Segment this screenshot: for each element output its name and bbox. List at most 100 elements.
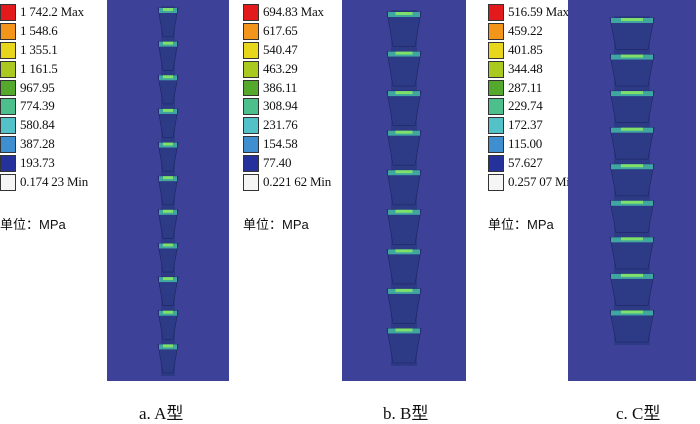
- legend-swatch: [243, 22, 259, 40]
- fea-model-image: [342, 0, 466, 381]
- model-tooth: [386, 249, 422, 285]
- tooth-body: [386, 288, 422, 324]
- legend-swatch: [488, 136, 504, 154]
- legend-label: 386.11: [263, 79, 298, 95]
- legend-label: 540.47: [263, 41, 298, 57]
- tooth-stress-peak: [163, 243, 173, 247]
- legend-label: 193.73: [20, 155, 55, 171]
- fea-model-svg: [107, 0, 229, 381]
- legend-label: 774.39: [20, 98, 55, 114]
- tooth-body: [386, 249, 422, 285]
- tooth-stress-peak: [395, 51, 413, 55]
- panel-type-c: 516.59 Max 459.22 401.85 344.48 287.11 2…: [488, 0, 700, 423]
- model-tooth: [609, 237, 655, 270]
- model-tooth: [157, 310, 179, 340]
- model-tooth: [609, 163, 655, 197]
- legend-swatch: [488, 22, 504, 40]
- legend-label: 231.76: [263, 117, 298, 133]
- model-tooth: [386, 209, 422, 245]
- tooth-body: [386, 169, 422, 206]
- model-tooth: [386, 51, 422, 87]
- tooth-body: [386, 328, 422, 364]
- model-tooth: [609, 17, 655, 50]
- tooth-stress-peak: [621, 237, 643, 241]
- legend-label: 463.29: [263, 60, 298, 76]
- legend-label: 0.174 23 Min: [20, 174, 89, 190]
- tooth-stress-peak: [163, 8, 173, 11]
- legend-label: 287.11: [508, 79, 543, 95]
- legend-label: 387.28: [20, 136, 55, 152]
- legend-label: 1 355.1: [20, 41, 58, 57]
- legend-label: 115.00: [508, 136, 543, 152]
- model-tooth: [157, 74, 179, 105]
- legend-label: 229.74: [508, 98, 543, 114]
- legend-label: 694.83 Max: [263, 4, 324, 19]
- legend-label: 401.85: [508, 41, 543, 57]
- model-tooth: [157, 7, 179, 37]
- figure-caption: b. B型: [383, 404, 429, 423]
- tooth-stress-peak: [395, 130, 413, 134]
- legend-swatch: [488, 98, 504, 116]
- model-tooth: [157, 209, 179, 239]
- tooth-stress-peak: [621, 310, 643, 314]
- legend-swatch: [243, 136, 259, 154]
- legend-label: 0.257 07 Min: [508, 174, 577, 190]
- model-tooth: [157, 108, 179, 138]
- tooth-stress-peak: [621, 127, 643, 131]
- legend-label: 617.65: [263, 22, 298, 38]
- panel-type-a: 1 742.2 Max 1 548.6 1 355.1 1 161.5 967.…: [0, 0, 230, 423]
- model-tooth: [157, 243, 179, 273]
- model-tooth: [609, 310, 655, 343]
- legend-swatch: [243, 155, 259, 173]
- model-tooth: [386, 90, 422, 126]
- legend-swatch: [243, 79, 259, 97]
- model-tooth: [386, 328, 422, 364]
- legend-label: 0.221 62 Min: [263, 174, 332, 190]
- legend-label: 1 548.6: [20, 22, 58, 38]
- model-tooth: [609, 200, 655, 233]
- legend-swatch: [0, 60, 16, 78]
- tooth-stress-peak: [621, 18, 643, 21]
- tooth-stress-peak: [395, 209, 413, 213]
- legend-swatch: [0, 4, 16, 21]
- unit-label: 单位：MPa: [488, 217, 554, 232]
- legend-label: 459.22: [508, 22, 543, 38]
- model-tooth: [157, 175, 179, 206]
- legend-label: 580.84: [20, 117, 55, 133]
- unit-label: 单位：MPa: [243, 217, 309, 232]
- tooth-stress-peak: [621, 200, 643, 204]
- model-tooth: [386, 11, 422, 47]
- model-tooth: [609, 54, 655, 87]
- fea-model-svg: [568, 0, 696, 381]
- model-tooth: [386, 288, 422, 324]
- legend-label: 77.40: [263, 155, 292, 171]
- tooth-stress-peak: [395, 249, 413, 253]
- tooth-stress-peak: [163, 108, 173, 112]
- tooth-stress-peak: [395, 170, 413, 174]
- legend-label: 154.58: [263, 136, 298, 152]
- legend-swatch: [488, 4, 504, 21]
- tooth-stress-peak: [395, 288, 413, 292]
- tooth-stress-peak: [163, 277, 173, 281]
- tooth-stress-peak: [621, 273, 643, 277]
- model-tooth: [157, 344, 179, 374]
- tooth-stress-peak: [395, 91, 413, 95]
- model-tooth: [609, 127, 655, 160]
- legend-label: 172.37: [508, 117, 543, 133]
- legend-label: 308.94: [263, 98, 298, 114]
- figure-caption: c. C型: [616, 404, 661, 423]
- legend-swatch: [0, 174, 16, 191]
- legend-swatch: [488, 60, 504, 78]
- model-tooth: [386, 130, 422, 166]
- tooth-stress-peak: [395, 12, 413, 15]
- model-tooth: [157, 41, 179, 71]
- legend-swatch: [243, 117, 259, 135]
- tooth-stress-peak: [163, 176, 173, 180]
- tooth-body: [386, 130, 422, 166]
- tooth-stress-peak: [395, 328, 413, 332]
- legend-swatch: [243, 41, 259, 59]
- model-tooth: [157, 276, 179, 307]
- legend-swatch: [0, 41, 16, 59]
- tooth-stress-peak: [163, 142, 173, 146]
- tooth-body: [386, 90, 422, 126]
